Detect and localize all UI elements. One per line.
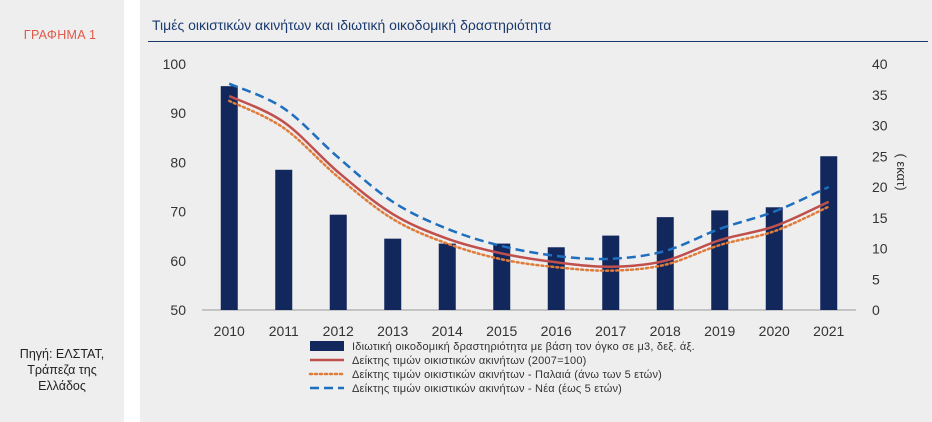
x-tick-label: 2021 [813, 323, 844, 339]
right-axis-label: ( εκατ) [894, 153, 909, 190]
title-divider [148, 41, 928, 42]
legend-label: Δείκτης τιμών οικιστικών ακινήτων (2007=… [352, 355, 587, 367]
x-tick-label: 2019 [704, 323, 735, 339]
left-tick-label: 50 [170, 302, 186, 318]
x-tick-label: 2018 [650, 323, 681, 339]
right-tick-label: 35 [872, 87, 888, 103]
legend-swatch-bar [310, 341, 344, 351]
series-line-solid [228, 94, 830, 268]
legend-label: Δείκτης τιμών οικιστικών ακινήτων - Παλα… [352, 369, 662, 381]
x-tick-label: 2017 [595, 323, 626, 339]
bar [275, 169, 293, 310]
bar [220, 86, 238, 310]
right-tick-label: 25 [872, 148, 888, 164]
x-tick-label: 2011 [269, 323, 299, 339]
x-tick-label: 2013 [377, 323, 408, 339]
bar [820, 156, 838, 310]
right-tick-label: 20 [872, 179, 888, 195]
left-tick-label: 100 [163, 56, 187, 72]
x-tick-label: 2016 [541, 323, 572, 339]
right-tick-label: 15 [872, 210, 888, 226]
left-tick-label: 70 [170, 204, 186, 220]
chart-title: Τιμές οικιστικών ακινήτων και ιδιωτική ο… [152, 17, 552, 33]
source-line: Πηγή: ΕΛΣΤΑΤ, [19, 347, 105, 361]
left-panel: ΓΡΑΦΗΜΑ 1 Πηγή: ΕΛΣΤΑΤ, Τράπεζα της Ελλά… [0, 0, 124, 422]
right-tick-label: 10 [872, 241, 888, 257]
x-tick-label: 2014 [432, 323, 463, 339]
series-line-dotted [228, 99, 830, 272]
bar [765, 207, 783, 310]
chart-panel [140, 0, 932, 422]
series-line-dashed [228, 82, 830, 261]
right-tick-label: 30 [872, 118, 888, 134]
legend-label: Δείκτης τιμών οικιστικών ακινήτων - Νέα … [352, 383, 622, 395]
left-tick-label: 90 [170, 105, 186, 121]
x-tick-label: 2015 [486, 323, 517, 339]
graph-label: ΓΡΑΦΗΜΑ 1 [23, 28, 97, 42]
right-tick-label: 40 [872, 56, 888, 72]
x-tick-label: 2012 [323, 323, 354, 339]
bar [711, 210, 729, 310]
source-line: Ελλάδος [38, 379, 86, 393]
x-tick-label: 2010 [214, 323, 245, 339]
x-tick-label: 2020 [759, 323, 790, 339]
legend-label: Ιδιωτική οικοδομική δραστηριότητα με βάσ… [352, 341, 695, 353]
right-tick-label: 0 [872, 302, 880, 318]
bar [329, 214, 347, 310]
bar [602, 235, 620, 310]
right-tick-label: 5 [872, 271, 880, 287]
source-line: Τράπεζα της [27, 363, 97, 377]
bar [438, 243, 456, 310]
source-note: Πηγή: ΕΛΣΤΑΤ, Τράπεζα της Ελλάδος [0, 346, 124, 394]
left-tick-label: 60 [170, 253, 186, 269]
bar [384, 238, 402, 310]
left-tick-label: 80 [170, 154, 186, 170]
